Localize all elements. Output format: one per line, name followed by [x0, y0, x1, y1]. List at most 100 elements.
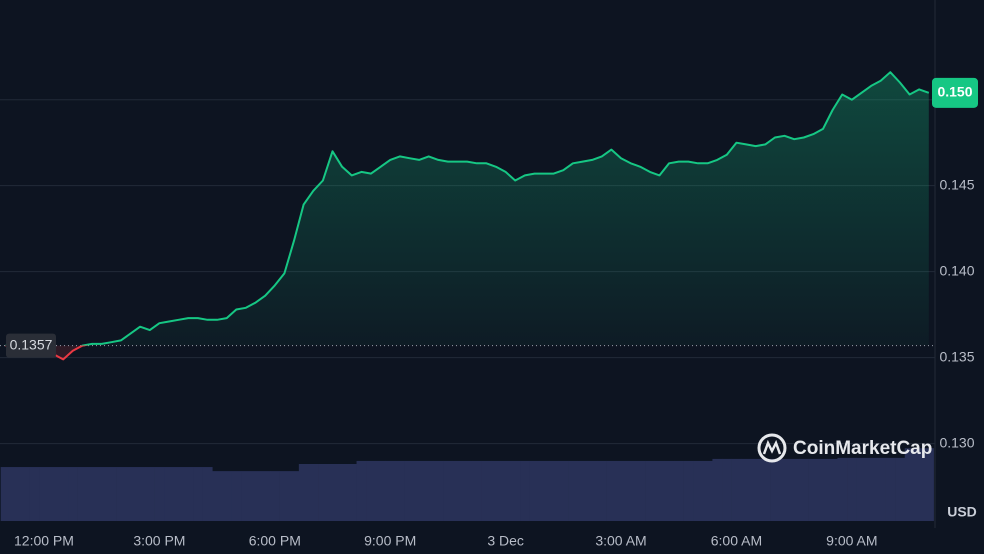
volume-bar [904, 448, 915, 521]
volume-bar [558, 460, 569, 521]
reference-badge [6, 333, 56, 358]
x-tick-label: 6:00 PM [249, 533, 301, 549]
volume-bar [241, 471, 252, 521]
volume-bar [164, 467, 175, 521]
volume-bar [87, 467, 98, 521]
x-tick-label: 9:00 PM [364, 533, 416, 549]
volume-bar [318, 463, 328, 521]
volume-bar [269, 471, 280, 521]
watermark-logo-mark [762, 439, 782, 455]
volume-bar [827, 458, 838, 521]
volume-bar [866, 457, 877, 521]
y-tick-label: 0.135 [939, 348, 974, 364]
volume-bar [529, 460, 540, 521]
y-tick-label: 0.140 [939, 262, 974, 278]
volume-bar [308, 463, 319, 521]
volume-bar [154, 467, 165, 521]
volume-bar [741, 458, 752, 521]
volume-bar [58, 467, 69, 521]
volume-bar [0, 467, 11, 521]
volume-bar [673, 460, 684, 521]
volume-bar [298, 463, 309, 521]
volume-bar [443, 460, 454, 521]
volume-bar [875, 457, 886, 521]
volume-bar [202, 467, 213, 521]
volume-bar [48, 467, 59, 521]
volume-bar [414, 460, 425, 521]
volume-bar [221, 471, 232, 521]
volume-bar [385, 460, 396, 521]
volume-bar [731, 458, 742, 521]
volume-bar [722, 458, 732, 521]
volume-bar [212, 471, 223, 521]
volume-bar [568, 460, 579, 521]
volume-bar [693, 460, 704, 521]
volume-bar [798, 458, 809, 521]
x-tick-label: 6:00 AM [711, 533, 762, 549]
volume-bar [885, 457, 896, 521]
volume-bar [337, 463, 348, 521]
volume-bar [462, 460, 473, 521]
volume-bar [712, 458, 723, 521]
volume-bar [923, 448, 934, 521]
volume-bar [596, 460, 607, 521]
volume-bar [500, 460, 511, 521]
volume-bar [770, 458, 781, 521]
volume-bar [847, 457, 857, 521]
volume-bar [29, 467, 40, 521]
watermark-text: CoinMarketCap [793, 438, 932, 459]
volume-bar [481, 460, 492, 521]
volume-bar [760, 458, 771, 521]
volume-bar [125, 467, 136, 521]
volume-bar [231, 471, 242, 521]
x-tick-label: 3 Dec [487, 533, 524, 549]
volume-bar [173, 467, 184, 521]
volume-bar [654, 460, 665, 521]
volume-bar [510, 460, 521, 521]
volume-bar [135, 467, 146, 521]
x-tick-label: 3:00 AM [595, 533, 646, 549]
volume-bar [260, 471, 271, 521]
volume-bar [837, 457, 848, 521]
volume-bar [491, 460, 502, 521]
currency-label: USD [947, 504, 977, 520]
volume-bar [356, 460, 367, 521]
price-line [5, 71, 930, 361]
volume-bar [635, 460, 646, 521]
volume-bar [625, 460, 636, 521]
volume-bar [548, 460, 559, 521]
x-tick-label: 9:00 AM [826, 533, 877, 549]
volume-bar [346, 463, 357, 521]
volume-bar [375, 460, 386, 521]
y-tick-label: 0.145 [939, 176, 974, 192]
volume-bar [606, 460, 617, 521]
volume-bar [366, 460, 377, 521]
volume-bar [616, 460, 627, 521]
volume-bar [750, 458, 761, 521]
volume-bar [250, 471, 261, 521]
volume-bar [895, 457, 906, 521]
volume-bar [327, 463, 338, 521]
volume-bar [645, 460, 655, 521]
volume-bar [808, 458, 819, 521]
volume-bar [664, 460, 675, 521]
volume-bar [106, 467, 117, 521]
volume-bar [779, 458, 790, 521]
volume-bar [395, 460, 405, 521]
volume-bar [116, 467, 127, 521]
last-price-badge [932, 77, 978, 108]
volume-bar [914, 448, 925, 521]
volume-bar [520, 460, 530, 521]
volume-bar [68, 467, 78, 521]
x-tick-label: 3:00 PM [133, 533, 185, 549]
area [5, 72, 929, 360]
volume-bar [279, 471, 290, 521]
volume-bar [587, 460, 598, 521]
volume-bar [19, 467, 30, 521]
watermark: CoinMarketCap [757, 433, 932, 463]
volume-bar [789, 458, 800, 521]
y-tick-label: 0.130 [939, 434, 974, 450]
volume-bar [433, 460, 444, 521]
